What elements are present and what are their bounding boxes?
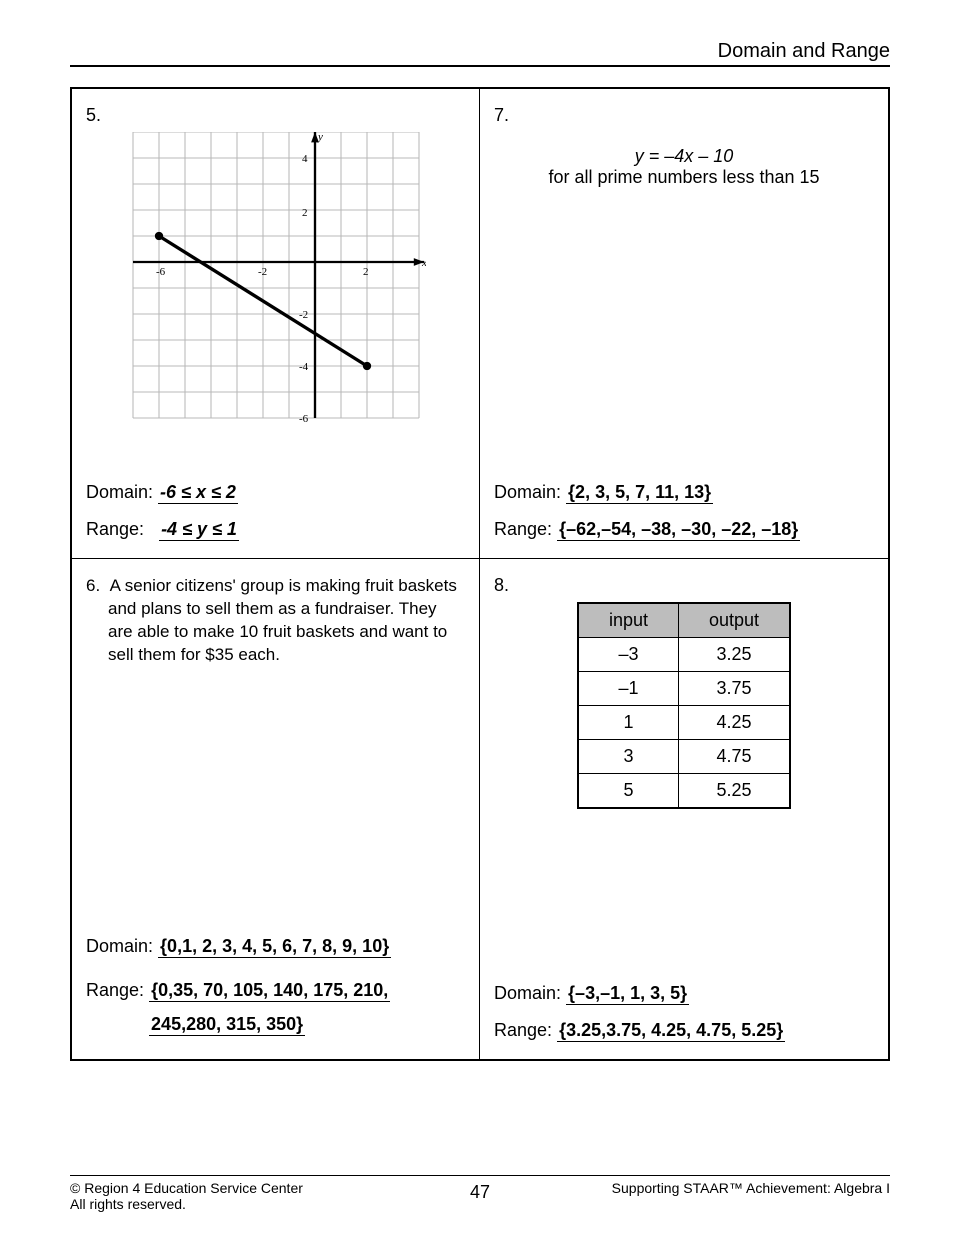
q8-number: 8. xyxy=(494,575,874,596)
svg-text:-4: -4 xyxy=(299,361,309,373)
table-row: –13.75 xyxy=(578,672,790,706)
q6-domain-answer: {0,1, 2, 3, 4, 5, 6, 7, 8, 9, 10} xyxy=(158,936,391,958)
q7-equation: y = –4x – 10 xyxy=(494,146,874,167)
q8-domain-answer: {–3,–1, 1, 3, 5} xyxy=(566,983,689,1005)
q6-text: 6. A senior citizens' group is making fr… xyxy=(86,575,465,667)
svg-text:-2: -2 xyxy=(299,309,308,321)
svg-text:y: y xyxy=(317,132,323,143)
q8-col-input: input xyxy=(578,603,679,638)
q7-range-answer: {–62,–54, –38, –30, –22, –18} xyxy=(557,519,800,541)
svg-text:-2: -2 xyxy=(258,266,267,278)
q8-domain-label: Domain: xyxy=(494,983,561,1003)
q7-range-label: Range: xyxy=(494,519,552,539)
q6-range-answer-l2: 245,280, 315, 350} xyxy=(149,1014,305,1036)
header-title: Domain and Range xyxy=(718,40,890,62)
svg-text:-6: -6 xyxy=(299,413,309,425)
q8-range-label: Range: xyxy=(494,1020,552,1040)
table-row: –33.25 xyxy=(578,638,790,672)
q5-number: 5. xyxy=(86,105,465,126)
worksheet-grid: 5. xyxy=(70,87,890,1061)
svg-text:4: 4 xyxy=(302,153,308,165)
cell-q8: 8. input output –33.25–13.7514.2534.7555… xyxy=(480,559,888,1059)
q5-domain-label: Domain: xyxy=(86,482,153,502)
q5-domain-answer: -6 ≤ x ≤ 2 xyxy=(158,482,238,504)
q7-domain-answer: {2, 3, 5, 7, 11, 13} xyxy=(566,482,713,504)
cell-q6: 6. A senior citizens' group is making fr… xyxy=(72,559,480,1059)
q6-range-label: Range: xyxy=(86,980,144,1000)
q8-col-output: output xyxy=(679,603,791,638)
table-row: 14.25 xyxy=(578,706,790,740)
q7-condition: for all prime numbers less than 15 xyxy=(494,167,874,188)
table-row: 34.75 xyxy=(578,740,790,774)
svg-text:2: 2 xyxy=(302,207,308,219)
q6-range-answer-l1: {0,35, 70, 105, 140, 175, 210, xyxy=(149,980,390,1002)
table-row: 55.25 xyxy=(578,774,790,809)
q7-number: 7. xyxy=(494,105,874,126)
footer-page-number: 47 xyxy=(70,1182,890,1203)
q5-range-answer: -4 ≤ y ≤ 1 xyxy=(159,519,239,541)
q5-graph: -6 -2 2 2 4 -2 -4 -6 x y xyxy=(86,132,465,437)
q5-range-label: Range: xyxy=(86,519,144,539)
q6-domain-label: Domain: xyxy=(86,936,153,956)
svg-text:2: 2 xyxy=(363,266,369,278)
cell-q7: 7. y = –4x – 10 for all prime numbers le… xyxy=(480,89,888,559)
cell-q5: 5. xyxy=(72,89,480,559)
q7-domain-label: Domain: xyxy=(494,482,561,502)
svg-text:x: x xyxy=(421,257,426,269)
q8-range-answer: {3.25,3.75, 4.25, 4.75, 5.25} xyxy=(557,1020,785,1042)
q8-table: input output –33.25–13.7514.2534.7555.25 xyxy=(577,602,791,809)
svg-text:-6: -6 xyxy=(156,266,166,278)
page-header: Domain and Range xyxy=(70,40,890,67)
page-footer: © Region 4 Education Service Center All … xyxy=(70,1175,890,1212)
